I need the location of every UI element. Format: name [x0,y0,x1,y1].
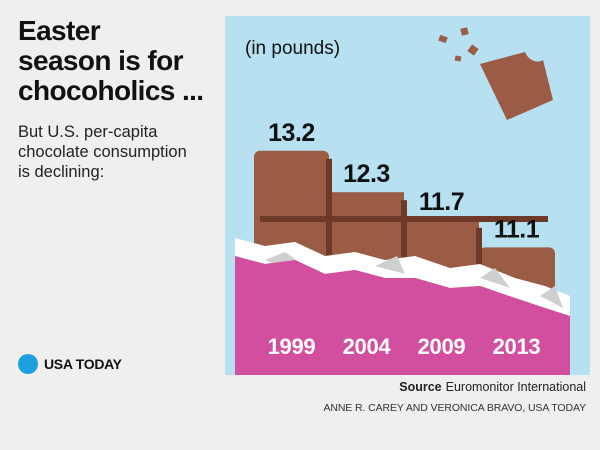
crumb [467,44,479,56]
value-label: 13.2 [268,119,315,147]
source-label: Source [399,380,442,394]
foil-shadow [265,252,563,308]
foil-edge [235,238,570,316]
wrapper [235,256,570,375]
value-label: 11.1 [494,215,540,243]
crumb [438,34,448,44]
year-label: 2009 [418,334,466,359]
year-label: 2004 [343,334,392,359]
brand-dot-icon [18,354,38,374]
year-labels-group: 1999 2004 2009 2013 [268,334,541,359]
value-label: 11.7 [419,188,464,216]
bitten-chocolate-piece-icon [480,52,553,120]
brand-logo: USA TODAY [18,354,122,374]
bar-groove-horizontal [260,216,548,222]
credit-line: ANNE R. CAREY AND VERONICA BRAVO, USA TO… [323,402,586,414]
page-subtitle: But U.S. per-capita chocolate consumptio… [18,123,187,181]
crumb [460,27,469,36]
chocolate-crumbs [438,27,479,62]
chart-panel: 13.2 12.3 11.7 11.1 1999 2004 2009 2013 (in po… [225,16,590,375]
value-label: 12.3 [343,160,390,188]
year-label: 2013 [493,334,541,359]
crumb [454,55,462,62]
page-title: Easter season is for chocoholics ... [18,15,204,106]
wrapper-group [235,238,570,375]
brand-name: USA TODAY [44,356,122,372]
unit-label: (in pounds) [245,38,340,59]
chocolate-piece [480,52,553,120]
source-line: Source Euromonitor International [399,380,586,394]
year-label: 1999 [268,334,316,359]
chocolate-bar-chart: 13.2 12.3 11.7 11.1 1999 2004 2009 2013 (in po… [225,16,590,375]
value-labels-group: 13.2 12.3 11.7 11.1 [268,119,540,244]
source-text: Euromonitor International [445,380,586,394]
